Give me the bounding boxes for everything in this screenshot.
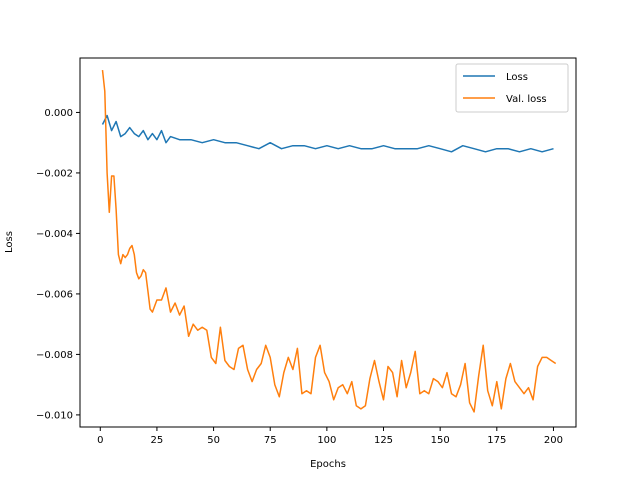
y-axis-ticks: 0.000 −0.002 −0.004 −0.006 −0.008 −0.010 — [36, 108, 80, 421]
x-tick-label: 200 — [544, 435, 563, 446]
x-tick-label: 125 — [374, 435, 393, 446]
series-line-val-loss — [101, 70, 557, 413]
plot-area — [80, 58, 576, 427]
x-axis-label: Epochs — [310, 459, 346, 470]
x-axis-ticks: 0 25 50 75 100 125 150 175 200 — [97, 427, 563, 446]
x-tick-label: 175 — [487, 435, 506, 446]
y-tick-label: −0.002 — [36, 168, 73, 179]
y-tick-label: −0.010 — [36, 410, 73, 421]
legend: Loss Val. loss — [455, 63, 569, 113]
x-tick-label: 50 — [207, 435, 220, 446]
x-tick-label: 100 — [317, 435, 336, 446]
x-tick-label: 0 — [97, 435, 103, 446]
y-axis-label: Loss — [4, 231, 15, 253]
y-tick-label: 0.000 — [44, 108, 73, 119]
x-tick-label: 75 — [264, 435, 277, 446]
legend-label-val-loss: Val. loss — [506, 94, 547, 105]
x-tick-label: 25 — [151, 435, 164, 446]
legend-label-loss: Loss — [506, 72, 528, 83]
plot-frame — [79, 57, 577, 428]
y-tick-label: −0.006 — [36, 289, 73, 300]
series-line-loss — [101, 114, 554, 153]
y-tick-label: −0.008 — [36, 350, 73, 361]
x-tick-label: 150 — [431, 435, 450, 446]
y-tick-label: −0.004 — [36, 229, 73, 240]
series-layer — [101, 70, 557, 413]
